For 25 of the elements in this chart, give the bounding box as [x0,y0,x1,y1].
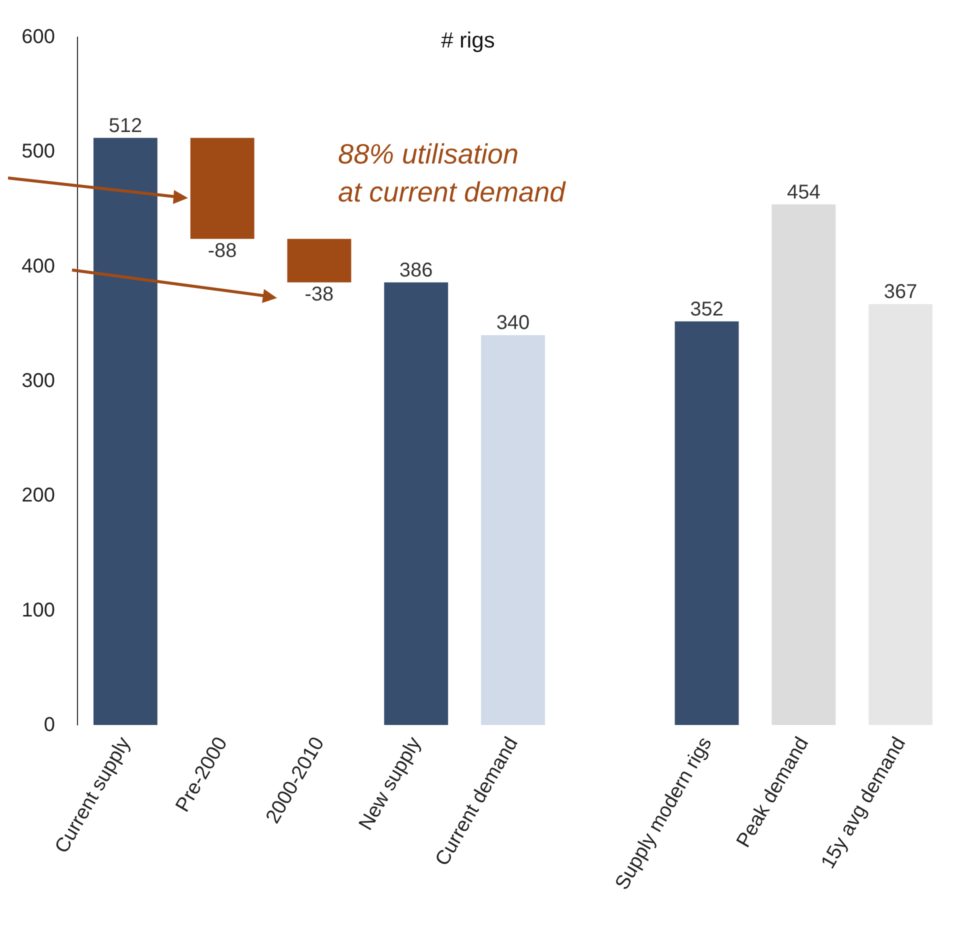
data-label: -38 [304,283,334,306]
annotation: 88% utilisation at current demand [338,138,567,208]
y-tick-label: 600 [22,26,55,48]
bar [481,335,545,725]
y-tick-label: 100 [22,599,55,622]
y-tick-label: 0 [44,714,55,736]
bar [384,282,448,725]
y-tick-label: 200 [22,484,55,507]
bar [868,304,933,725]
data-label: 340 [496,312,530,334]
data-label: 352 [690,298,724,320]
data-label: 367 [884,281,918,304]
data-label: 512 [108,114,142,137]
data-label: 454 [786,181,820,204]
bar [772,204,836,725]
y-tick-label: 500 [22,140,55,163]
bar [190,138,254,239]
bar [93,138,158,725]
data-label: -88 [208,240,237,262]
data-label: 386 [399,259,433,282]
bar [674,321,739,725]
y-tick-label: 400 [22,255,55,278]
y-tick-label: 300 [22,370,55,392]
chart-title: # rigs [441,28,495,52]
bar [287,238,352,282]
